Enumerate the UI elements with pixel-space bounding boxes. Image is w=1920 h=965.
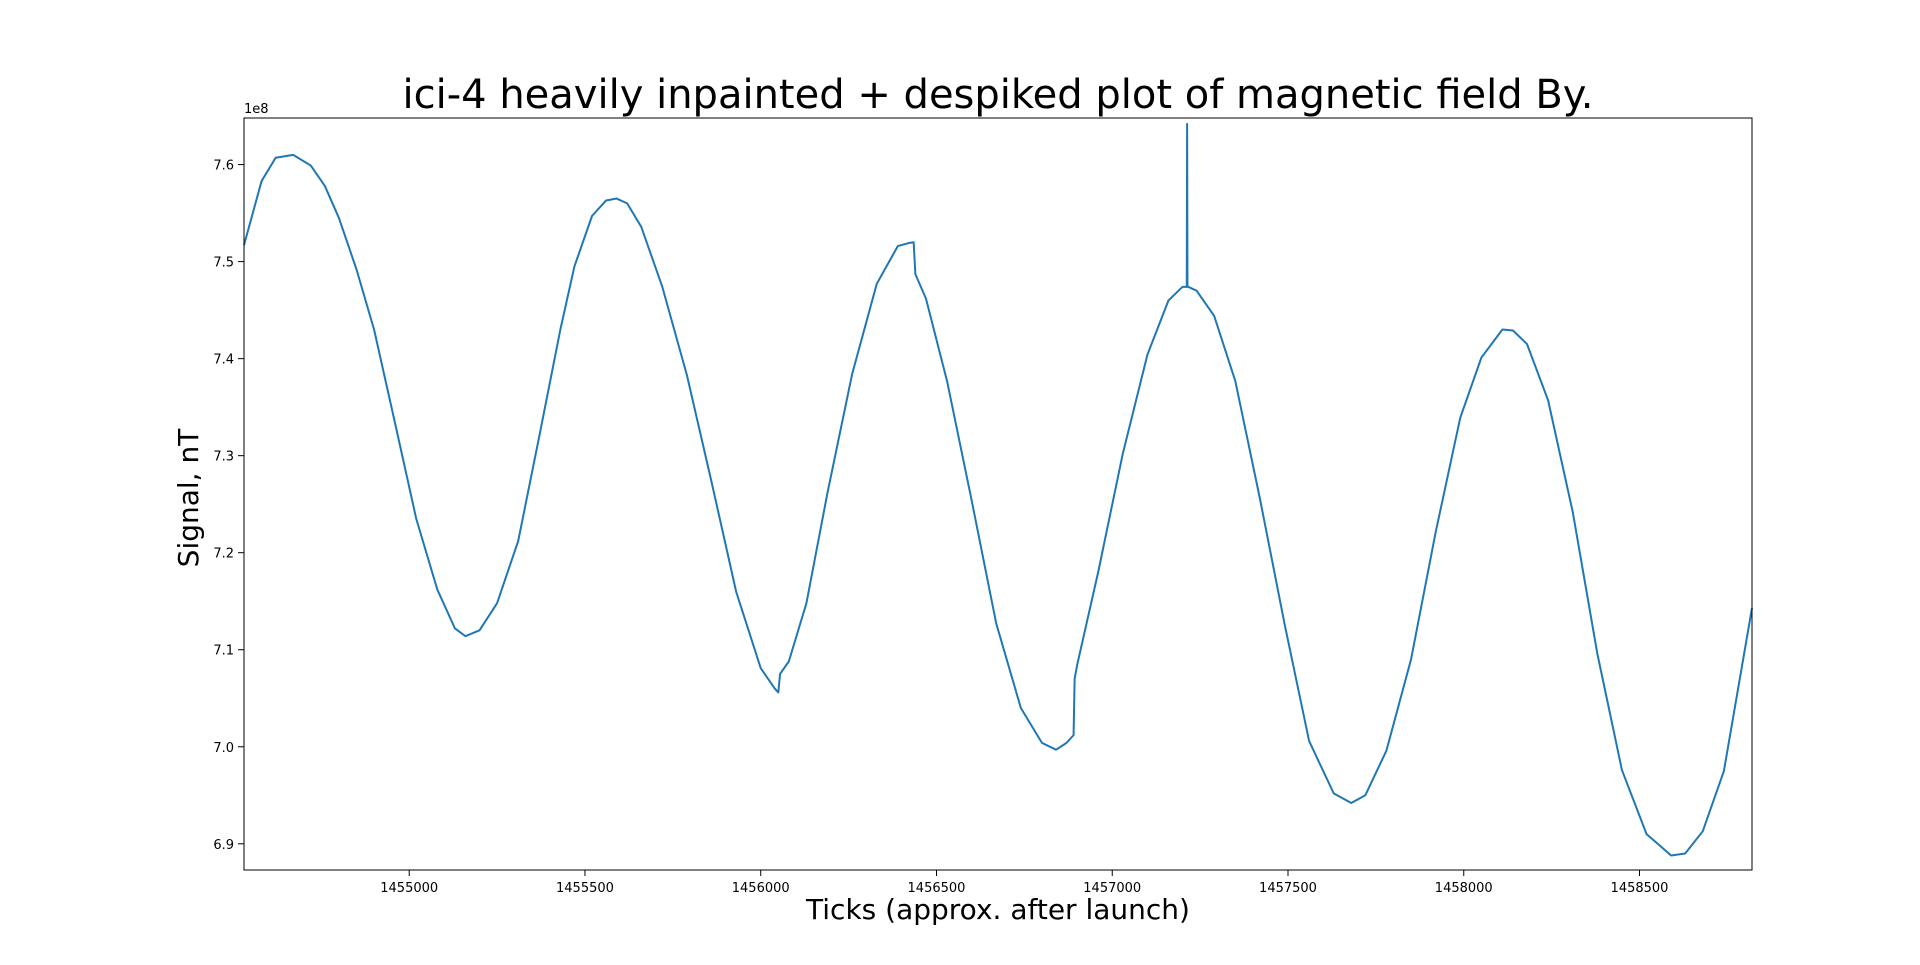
y-offset-label: 1e8 (244, 102, 269, 117)
y-tick-label: 7.0 (213, 741, 234, 756)
y-axis: 6.9 7.0 7.1 7.2 7.3 7.4 7.5 7.6 (213, 159, 244, 853)
y-tick-label: 7.4 (213, 353, 234, 368)
y-tick-label: 7.3 (213, 450, 234, 465)
x-tick-label: 1457000 (1083, 881, 1141, 896)
x-tick-label: 1456500 (908, 881, 966, 896)
y-tick-label: 7.1 (213, 644, 234, 659)
plot-area (243, 117, 1753, 871)
x-tick-label: 1455500 (556, 881, 614, 896)
series-line (243, 122, 1753, 857)
x-tick-label: 1457500 (1259, 881, 1317, 896)
x-tick-label: 1455000 (380, 881, 438, 896)
x-tick-label: 1458000 (1435, 881, 1493, 896)
y-tick-label: 7.2 (213, 547, 234, 562)
x-tick-label: 1456000 (732, 881, 790, 896)
y-tick-label: 7.6 (213, 159, 234, 174)
y-axis-title: Signal, nT (172, 428, 205, 568)
plot-frame (243, 117, 1753, 871)
chart-title: ici-4 heavily inpainted + despiked plot … (403, 72, 1594, 118)
x-tick-label: 1458500 (1611, 881, 1669, 896)
y-tick-label: 6.9 (213, 838, 234, 853)
x-axis-title: Ticks (approx. after launch) (805, 893, 1190, 926)
y-tick-label: 7.5 (213, 256, 234, 271)
x-axis: 1455000 1455500 1456000 1456500 1457000 14575… (380, 870, 1668, 896)
